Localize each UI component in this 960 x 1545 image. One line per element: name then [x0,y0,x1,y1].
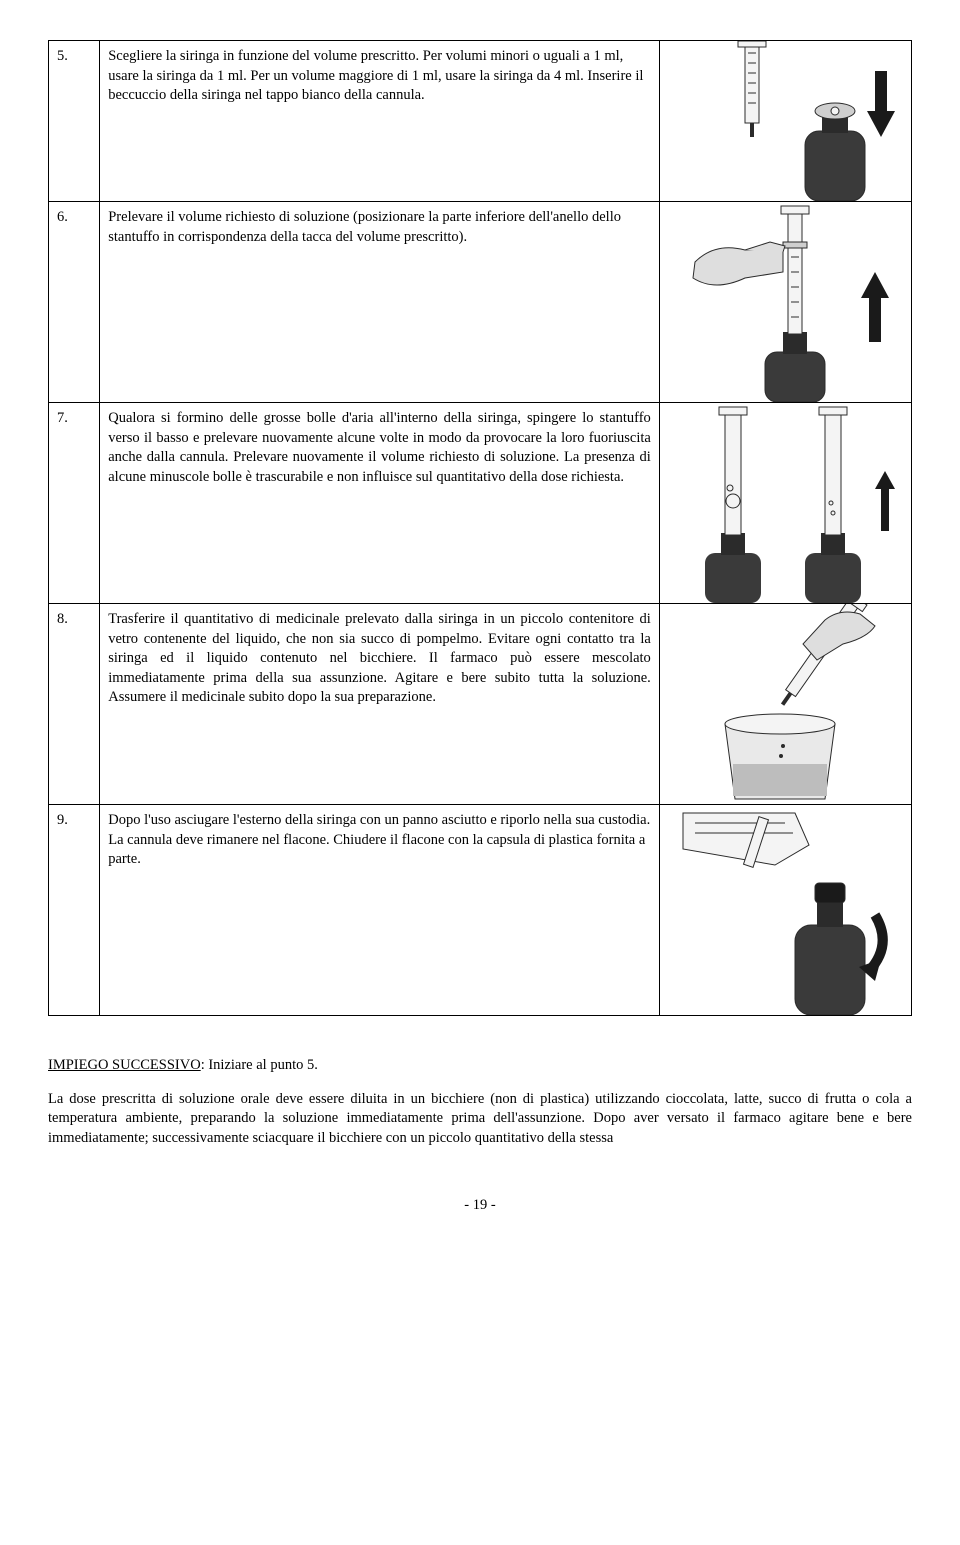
step-text: Prelevare il volume richiesto di soluzio… [100,202,660,403]
page-number: - 19 - [48,1196,912,1216]
step-number: 6. [49,202,100,403]
step-illustration [659,805,911,1016]
step-number: 5. [49,41,100,202]
subsequent-use-rest: : Iniziare al punto 5. [201,1057,318,1073]
step-number: 7. [49,403,100,604]
subsequent-use-heading: IMPIEGO SUCCESSIVO: Iniziare al punto 5. [48,1056,912,1076]
dilution-paragraph: La dose prescritta di soluzione orale de… [48,1090,912,1149]
table-row: 5. Scegliere la siringa in funzione del … [49,41,912,202]
table-row: 6. Prelevare il volume richiesto di solu… [49,202,912,403]
dispense-into-glass-icon [675,604,895,804]
step-number: 8. [49,604,100,805]
instruction-table: 5. Scegliere la siringa in funzione del … [48,40,912,1016]
step-illustration [659,202,911,403]
step-illustration [659,41,911,202]
step-text: Scegliere la siringa in funzione del vol… [100,41,660,202]
hand-drawing-syringe-icon [675,202,895,402]
step-text: Dopo l'uso asciugare l'esterno della sir… [100,805,660,1016]
step-text: Qualora si formino delle grosse bolle d'… [100,403,660,604]
step-illustration [659,403,911,604]
step-number: 9. [49,805,100,1016]
table-row: 9. Dopo l'uso asciugare l'esterno della … [49,805,912,1016]
table-row: 8. Trasferire il quantitativo di medicin… [49,604,912,805]
air-bubbles-syringe-icon [675,403,895,603]
syringe-into-bottle-icon [675,41,895,201]
wipe-and-close-icon [675,805,895,1015]
table-row: 7. Qualora si formino delle grosse bolle… [49,403,912,604]
step-text: Trasferire il quantitativo di medicinale… [100,604,660,805]
step-illustration [659,604,911,805]
subsequent-use-underlined: IMPIEGO SUCCESSIVO [48,1057,201,1073]
